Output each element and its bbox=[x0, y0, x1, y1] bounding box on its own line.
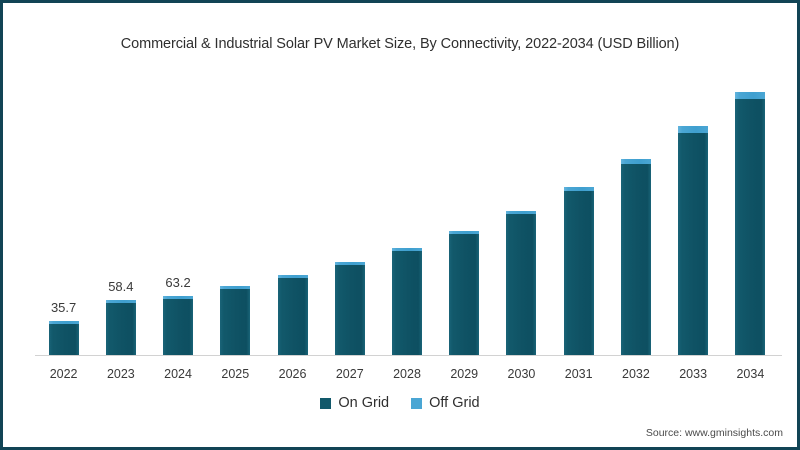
bar-segment-off-grid[interactable] bbox=[334, 262, 365, 266]
x-axis-tick-label: 2029 bbox=[450, 367, 479, 381]
bar-group[interactable]: 63.2 bbox=[163, 58, 194, 356]
bar-group[interactable]: 58.4 bbox=[105, 58, 136, 356]
x-axis-tick-label: 2028 bbox=[393, 367, 421, 381]
bar-stack[interactable] bbox=[392, 247, 422, 356]
x-axis-tick-label: 2031 bbox=[564, 367, 593, 381]
legend-swatch-icon bbox=[411, 397, 423, 409]
x-axis-tick-label: 2024 bbox=[164, 367, 192, 381]
bar-stack[interactable] bbox=[678, 126, 709, 356]
bar-stack[interactable] bbox=[563, 186, 594, 356]
bar-group[interactable] bbox=[620, 58, 651, 356]
legend-label: Off Grid bbox=[429, 395, 480, 411]
bar-group[interactable] bbox=[563, 58, 594, 356]
bar-segment-on-grid[interactable] bbox=[334, 265, 365, 356]
bar-segment-off-grid[interactable] bbox=[506, 210, 537, 215]
bar-segment-off-grid[interactable] bbox=[392, 247, 422, 251]
bar-group[interactable] bbox=[334, 58, 365, 356]
x-axis-tick-label: 2023 bbox=[106, 367, 135, 381]
bar-group[interactable] bbox=[392, 58, 422, 356]
bar-group[interactable] bbox=[735, 58, 766, 356]
bar-segment-on-grid[interactable] bbox=[563, 191, 594, 356]
bar-group[interactable] bbox=[449, 58, 480, 356]
bar-segment-off-grid[interactable] bbox=[678, 126, 709, 133]
bar-value-label: 35.7 bbox=[50, 299, 77, 315]
bar-segment-off-grid[interactable] bbox=[563, 186, 594, 192]
bar-stack[interactable] bbox=[620, 158, 651, 356]
bar-stack[interactable] bbox=[220, 285, 251, 356]
bar-stack[interactable] bbox=[334, 262, 365, 356]
bar-segment-off-grid[interactable] bbox=[735, 91, 766, 99]
x-axis-tick-label: 2027 bbox=[335, 367, 364, 381]
bar-segment-on-grid[interactable] bbox=[735, 98, 766, 356]
source-attribution: Source: www.gminsights.com bbox=[645, 427, 783, 439]
bar-group[interactable] bbox=[506, 58, 537, 356]
bar-segment-on-grid[interactable] bbox=[506, 214, 537, 356]
bar-segment-off-grid[interactable] bbox=[620, 158, 651, 165]
plot-area: 35.7 58.4 63.2 bbox=[35, 58, 779, 356]
bar-segment-on-grid[interactable] bbox=[48, 323, 79, 356]
x-axis-tick-label: 2032 bbox=[622, 367, 650, 381]
bar-segment-on-grid[interactable] bbox=[163, 298, 194, 356]
bar-segment-on-grid[interactable] bbox=[449, 234, 480, 356]
bar-stack[interactable] bbox=[506, 210, 537, 356]
bar-segment-on-grid[interactable] bbox=[392, 250, 422, 356]
bar-stack[interactable] bbox=[449, 230, 480, 356]
bar-group[interactable] bbox=[678, 58, 709, 356]
bar-value-label: 63.2 bbox=[165, 274, 191, 290]
legend-item[interactable]: Off Grid bbox=[411, 395, 480, 411]
chart-inner-panel: Commercial & Industrial Solar PV Market … bbox=[3, 3, 797, 447]
bar-segment-off-grid[interactable] bbox=[449, 230, 480, 235]
bar-group[interactable] bbox=[277, 58, 308, 356]
bar-stack[interactable] bbox=[735, 91, 766, 356]
x-axis-line bbox=[35, 355, 782, 356]
x-axis-tick-label: 2034 bbox=[736, 367, 765, 381]
bar-segment-on-grid[interactable] bbox=[620, 164, 651, 356]
bar-segment-on-grid[interactable] bbox=[277, 277, 308, 356]
bar-segment-off-grid[interactable] bbox=[277, 274, 308, 278]
bar-stack[interactable] bbox=[163, 295, 194, 356]
x-axis-tick-label: 2026 bbox=[278, 367, 307, 381]
chart-legend: On Grid Off Grid bbox=[3, 395, 797, 411]
bar-stack[interactable] bbox=[105, 300, 136, 356]
bar-segment-off-grid[interactable] bbox=[105, 300, 136, 304]
bar-stack[interactable] bbox=[277, 274, 308, 356]
bar-group[interactable] bbox=[220, 58, 251, 356]
x-axis-tick-label: 2022 bbox=[49, 367, 78, 381]
x-axis-tick-label: 2030 bbox=[507, 367, 536, 381]
bar-group[interactable]: 35.7 bbox=[48, 58, 79, 356]
chart-title: Commercial & Industrial Solar PV Market … bbox=[120, 36, 680, 52]
bar-segment-on-grid[interactable] bbox=[678, 132, 709, 356]
bar-segment-on-grid[interactable] bbox=[105, 303, 136, 356]
bar-segment-off-grid[interactable] bbox=[48, 320, 79, 324]
bar-segment-off-grid[interactable] bbox=[220, 285, 251, 289]
legend-item[interactable]: On Grid bbox=[320, 395, 389, 411]
bar-segment-on-grid[interactable] bbox=[220, 288, 251, 356]
legend-label: On Grid bbox=[338, 395, 390, 411]
bar-segment-off-grid[interactable] bbox=[163, 295, 194, 299]
bar-stack[interactable] bbox=[48, 320, 79, 356]
x-axis-tick-label: 2025 bbox=[221, 367, 250, 381]
bar-value-label: 58.4 bbox=[108, 279, 134, 295]
legend-swatch-icon bbox=[320, 397, 332, 409]
x-axis-tick-label: 2033 bbox=[679, 367, 708, 381]
